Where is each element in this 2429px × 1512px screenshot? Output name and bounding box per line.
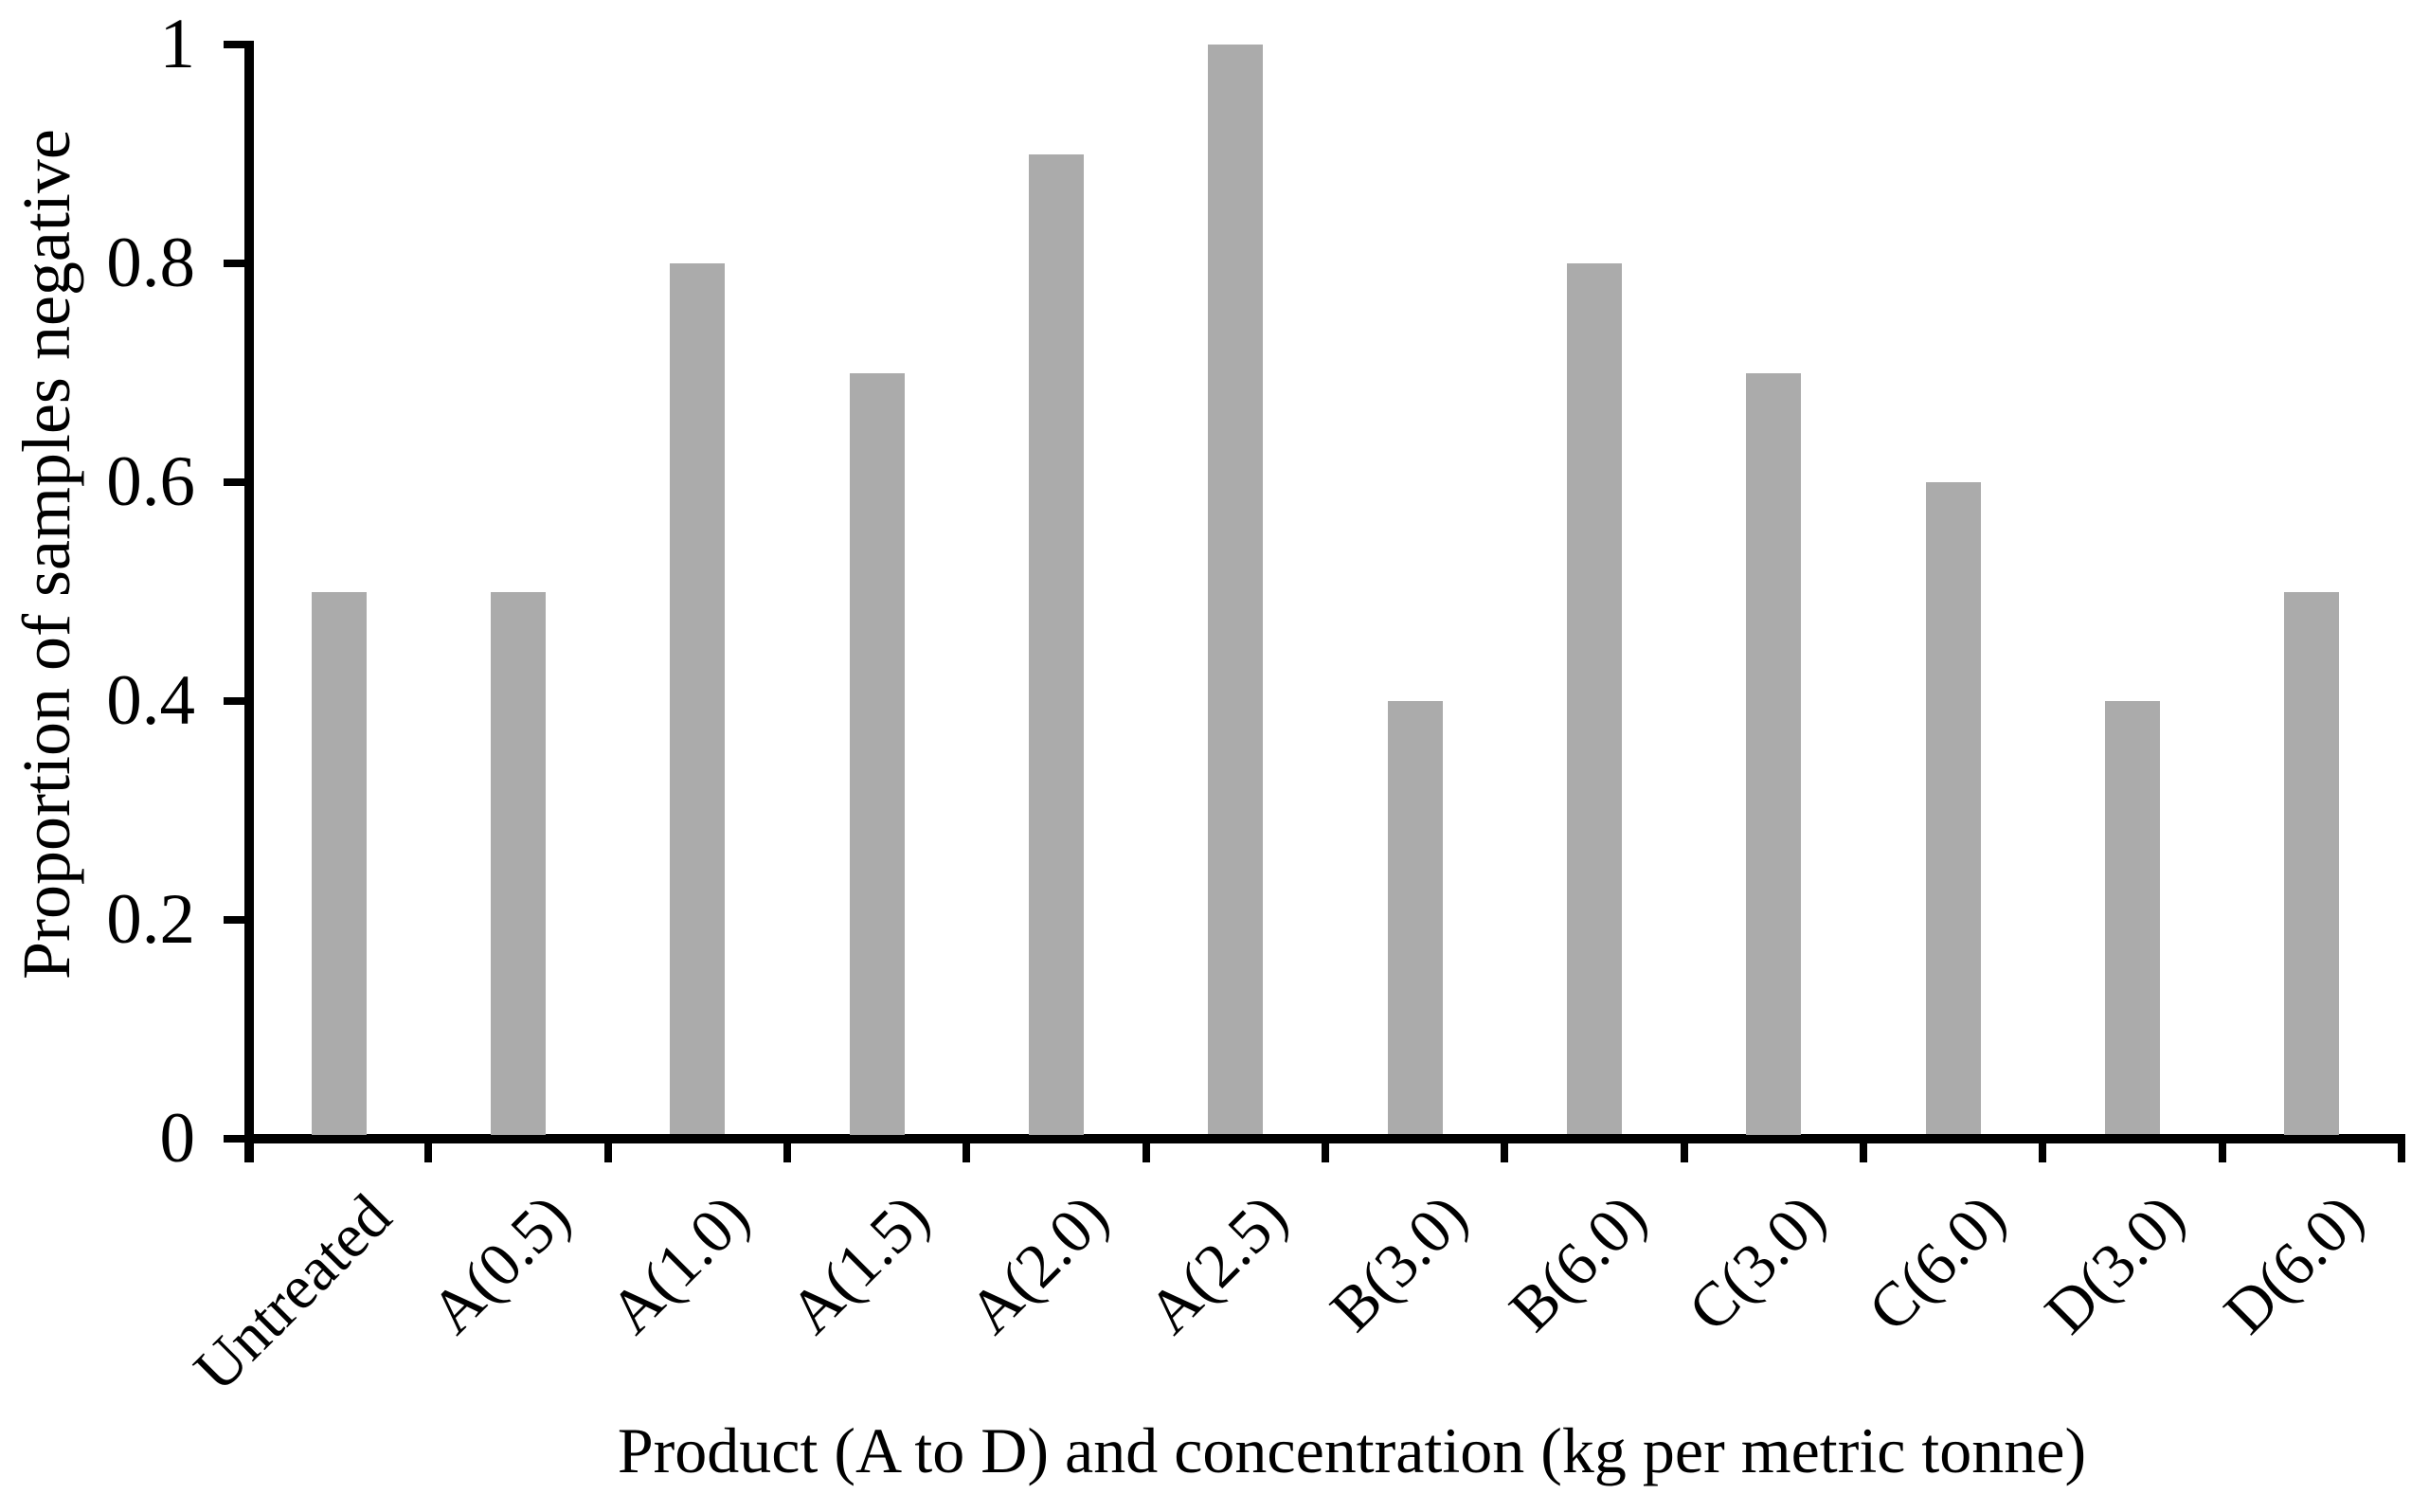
bar [2105, 701, 2160, 1134]
bar [1388, 701, 1443, 1134]
x-tick [1681, 1134, 1688, 1162]
y-tick-label: 0.6 [106, 442, 195, 521]
y-tick [224, 1135, 254, 1143]
y-tick-label: 1 [159, 5, 196, 83]
x-tick [963, 1134, 970, 1162]
bar [670, 263, 725, 1134]
y-tick [224, 697, 254, 705]
bar [1567, 263, 1622, 1134]
y-tick-label: 0.2 [106, 880, 195, 959]
x-tick [1143, 1134, 1150, 1162]
y-tick-label: 0 [159, 1099, 196, 1178]
x-tick [783, 1134, 791, 1162]
x-tick [424, 1134, 432, 1162]
y-axis-line [244, 41, 254, 1162]
bar [491, 592, 546, 1135]
bar [312, 592, 367, 1135]
x-tick [1322, 1134, 1329, 1162]
bar [850, 373, 905, 1135]
x-tick [1860, 1134, 1867, 1162]
x-axis-title: Product (A to D) and concentration (kg p… [617, 1414, 2087, 1486]
x-tick [2398, 1134, 2405, 1162]
bar [1746, 373, 1801, 1135]
y-tick [224, 41, 254, 48]
x-tick [604, 1134, 612, 1162]
x-tick [2219, 1134, 2226, 1162]
y-tick [224, 916, 254, 924]
bar [2284, 592, 2339, 1135]
bar [1208, 45, 1263, 1134]
y-tick [224, 260, 254, 267]
bar [1926, 482, 1981, 1134]
y-tick-label: 0.4 [106, 661, 195, 740]
x-tick [1501, 1134, 1508, 1162]
y-tick-label: 0.8 [106, 224, 195, 302]
bar [1029, 154, 1084, 1135]
x-tick [245, 1134, 253, 1162]
x-tick [2039, 1134, 2046, 1162]
y-tick [224, 478, 254, 486]
